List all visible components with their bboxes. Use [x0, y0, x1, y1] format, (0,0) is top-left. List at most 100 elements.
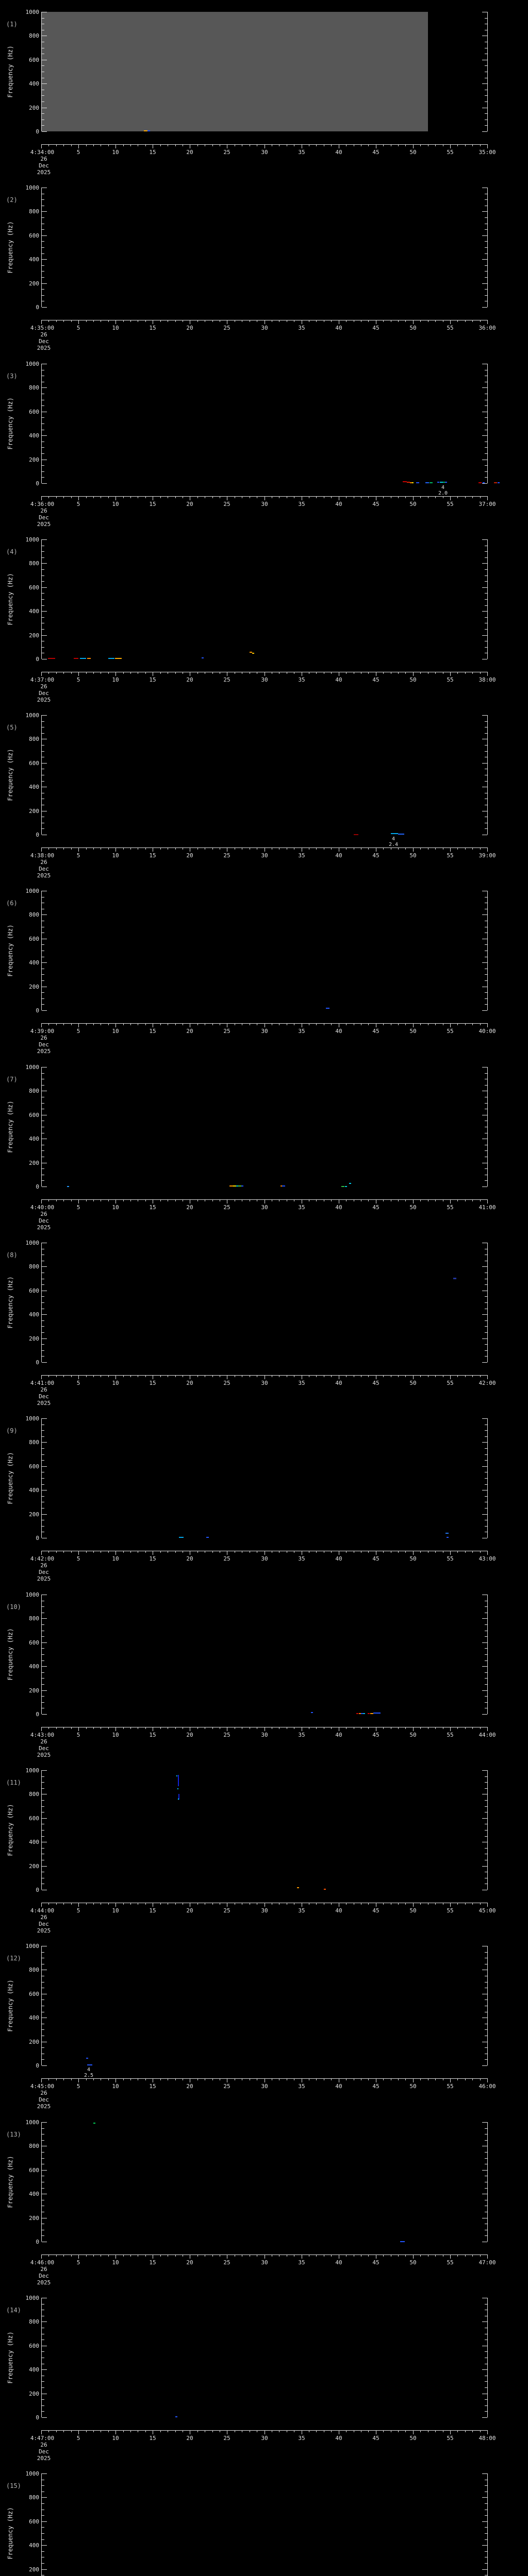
x-tick-label: 45: [372, 1380, 380, 1386]
y-tick: [485, 453, 487, 454]
x-tick-label: 40: [335, 1555, 342, 1562]
x-tick: [108, 1376, 109, 1377]
y-axis-right: [487, 891, 488, 1010]
y-tick: [485, 471, 487, 472]
y-tick: [42, 581, 44, 582]
y-tick: [482, 1338, 487, 1339]
x-tick: [398, 2431, 399, 2432]
x-tick: [405, 2431, 406, 2432]
y-tick: [482, 1866, 487, 1867]
y-tick: [485, 992, 487, 993]
y-axis-right: [487, 1243, 488, 1362]
x-tick: [487, 1200, 488, 1204]
x-tick: [316, 1200, 317, 1201]
x-tick-label: 50: [409, 501, 417, 507]
x-tick-label: 50: [409, 1204, 417, 1211]
x-tick-label: 45: [372, 676, 380, 683]
x-tick-label: 40: [335, 1204, 342, 1211]
end-time-label: 47:00: [478, 2259, 496, 2266]
y-tick: [42, 1672, 44, 1673]
x-tick: [93, 1727, 94, 1729]
x-tick: [413, 1903, 414, 1907]
x-tick-label: 10: [112, 2435, 119, 2442]
x-tick: [108, 320, 109, 322]
y-tick: [42, 1302, 44, 1303]
x-tick: [145, 1024, 146, 1025]
y-tick: [485, 1103, 487, 1104]
detection-dot: [425, 482, 429, 483]
x-tick: [316, 2431, 317, 2432]
y-tick: [42, 1010, 47, 1011]
x-tick-label: 25: [223, 852, 230, 859]
y-tick: [482, 611, 487, 612]
x-tick: [160, 672, 161, 674]
panel-label: (11): [6, 1779, 21, 1786]
y-axis-left: [41, 1946, 42, 2065]
x-tick: [435, 497, 436, 498]
x-tick-label: 30: [261, 2083, 268, 2090]
x-tick-label: 45: [372, 501, 380, 507]
y-tick: [42, 2152, 44, 2153]
x-tick: [108, 1551, 109, 1553]
y-tick: [42, 828, 44, 829]
x-tick: [175, 145, 176, 146]
x-tick: [108, 145, 109, 146]
panel-label: (14): [6, 2307, 21, 2314]
y-tick: [485, 265, 487, 266]
y-tick: [42, 2545, 47, 2546]
x-tick: [398, 1376, 399, 1377]
x-tick: [368, 497, 369, 498]
x-tick: [420, 1727, 421, 1729]
x-tick-label: 5: [76, 1204, 80, 1211]
x-tick: [450, 848, 451, 852]
x-tick: [108, 672, 109, 674]
x-tick: [93, 1551, 94, 1553]
y-tick: [482, 283, 487, 284]
y-tick-label: 200: [29, 984, 39, 990]
x-tick: [145, 2431, 146, 2432]
x-tick-label: 10: [112, 2083, 119, 2090]
frequency-axis-label: Frequency (Hz): [7, 2156, 14, 2208]
frequency-axis-label: Frequency (Hz): [7, 1100, 14, 1153]
x-tick: [197, 1903, 198, 1905]
y-axis-right: [487, 1946, 488, 2065]
panel-label: (2): [6, 196, 18, 204]
y-tick: [42, 483, 47, 484]
x-tick: [48, 497, 49, 498]
x-tick: [383, 145, 384, 146]
detection-dot: [361, 1713, 363, 1714]
x-tick: [175, 320, 176, 322]
x-tick: [108, 497, 109, 498]
y-tick: [482, 1466, 487, 1467]
y-tick: [485, 581, 487, 582]
x-tick: [175, 497, 176, 498]
x-tick: [145, 1551, 146, 1553]
detection-dot: [86, 2058, 88, 2059]
x-tick: [398, 1024, 399, 1025]
y-tick: [482, 587, 487, 588]
y-tick: [42, 113, 44, 114]
y-tick: [485, 1836, 487, 1837]
y-tick: [42, 417, 44, 418]
y-tick-label: 1000: [25, 361, 40, 367]
x-tick-label: 10: [112, 676, 119, 683]
x-tick: [457, 2255, 458, 2257]
x-tick: [465, 2079, 466, 2080]
y-tick: [485, 1284, 487, 1285]
x-tick: [63, 497, 64, 498]
date-label: Dec: [39, 1217, 49, 1224]
x-axis: [41, 1375, 488, 1376]
x-tick: [435, 145, 436, 146]
y-tick: [42, 635, 47, 636]
date-label: 2025: [37, 2103, 51, 2110]
x-axis: [41, 1199, 488, 1200]
x-tick: [480, 145, 481, 146]
date-label: 26: [40, 859, 47, 866]
x-axis: [41, 2078, 488, 2079]
x-tick: [450, 1727, 451, 1731]
y-tick: [485, 2485, 487, 2486]
y-tick: [485, 599, 487, 600]
y-tick: [42, 211, 47, 212]
y-tick: [485, 2188, 487, 2189]
y-tick: [42, 551, 44, 552]
